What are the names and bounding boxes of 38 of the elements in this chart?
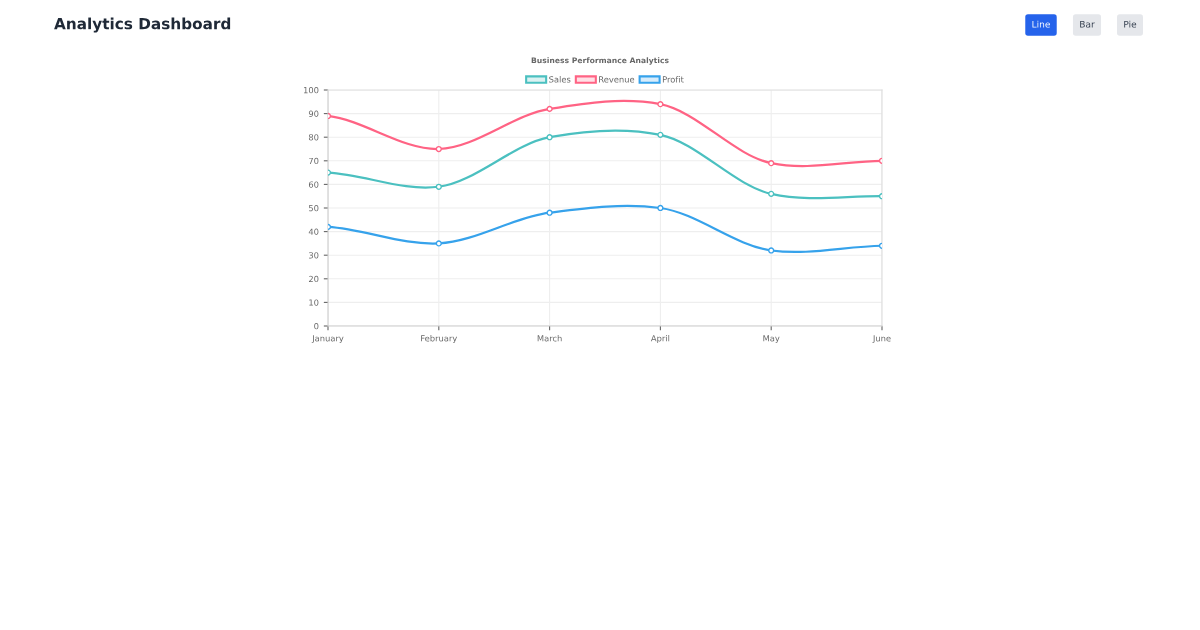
- y-tick-label: 80: [308, 134, 319, 141]
- point: [435, 240, 442, 247]
- point: [768, 247, 775, 254]
- point: [435, 145, 442, 153]
- y-tick-label: 30: [309, 252, 319, 259]
- legend-label: Sales: [549, 76, 571, 83]
- y-tick-label: 90: [308, 110, 319, 117]
- y-tick-label: 70: [309, 157, 319, 165]
- y-tick-label: 100: [303, 86, 319, 94]
- point: [657, 204, 664, 212]
- text: Analytics Dashboard: [54, 17, 231, 33]
- legend-label: Revenue: [599, 76, 635, 83]
- point: [768, 160, 775, 167]
- text: Pie: [1124, 20, 1137, 28]
- point: [546, 134, 553, 141]
- y-tick-label: 20: [308, 275, 319, 283]
- point: [657, 101, 664, 108]
- x-tick-label: February: [421, 335, 458, 344]
- line-series: [328, 204, 882, 254]
- y-tick-label: 40: [308, 228, 319, 235]
- x-tick-label: January: [311, 335, 344, 344]
- x-tick-label: June: [872, 335, 891, 344]
- point: [768, 190, 775, 197]
- y-tick-label: 10: [309, 299, 319, 306]
- text: Line: [1032, 20, 1050, 28]
- legend-label: Profit: [662, 76, 684, 83]
- y-tick-label: 0: [314, 322, 319, 330]
- point: [546, 105, 553, 113]
- x-tick-label: April: [650, 335, 670, 344]
- x-tick-label: March: [537, 335, 562, 342]
- point: [657, 131, 664, 138]
- text: Bar: [1080, 20, 1095, 28]
- point: [435, 183, 442, 190]
- line-series: [328, 99, 882, 168]
- point: [546, 209, 553, 216]
- y-tick-label: 50: [309, 204, 319, 212]
- x-tick-label: May: [763, 335, 780, 344]
- y-tick-label: 60: [308, 181, 319, 188]
